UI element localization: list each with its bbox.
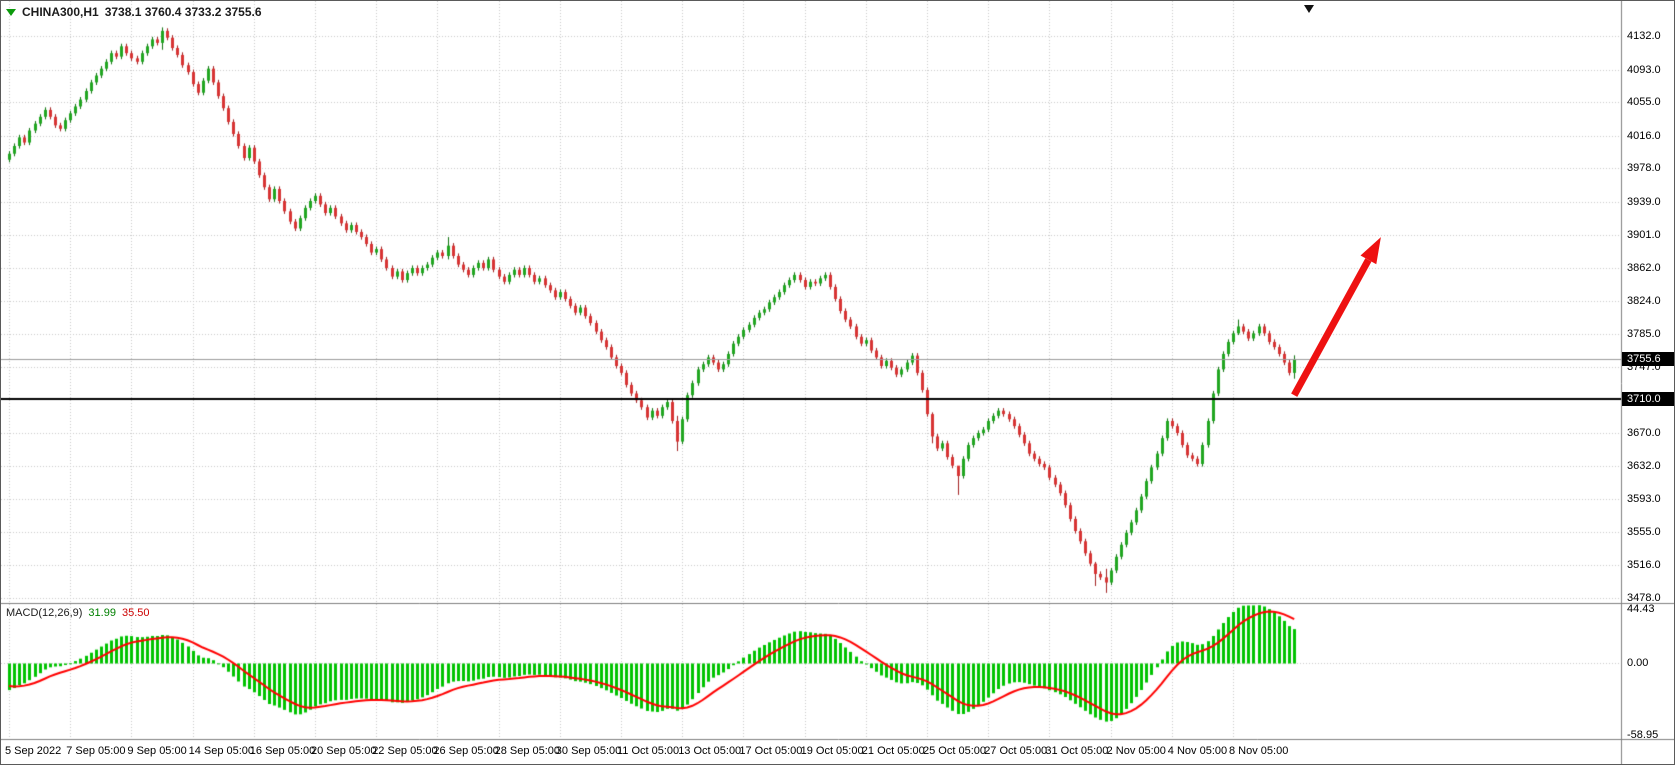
time-axis-label: 27 Oct 05:00 [984, 745, 1048, 757]
macd-axis-label: 0.00 [1627, 657, 1649, 670]
price-axis-label: 3862.0 [1627, 262, 1661, 275]
time-axis-label: 17 Oct 05:00 [739, 745, 803, 757]
macd-value: 31.99 [88, 607, 116, 619]
macd-axis-label: 44.43 [1627, 603, 1655, 615]
time-axis-label: 22 Sep 05:00 [372, 745, 438, 757]
price-axis-label: 3785.0 [1627, 328, 1661, 341]
time-axis-label: 28 Sep 05:00 [494, 745, 561, 757]
price-axis-label: 3593.0 [1627, 493, 1661, 506]
time-axis-label: 31 Oct 05:00 [1045, 745, 1109, 757]
time-axis-label: 30 Sep 05:00 [555, 745, 622, 757]
price-axis-label: 3824.0 [1627, 294, 1661, 307]
price-axis-label: 4132.0 [1627, 30, 1661, 42]
time-axis-label: 7 Sep 05:00 [66, 745, 126, 757]
time-axis-label: 16 Sep 05:00 [249, 745, 316, 757]
price-axis[interactable]: 3755.6 3710.0 4132.0 4093.0 4055.0 4016.0 39… [1622, 1, 1674, 764]
time-axis-label: 4 Nov 05:00 [1167, 745, 1228, 757]
time-axis-label: 19 Oct 05:00 [800, 745, 864, 757]
price-axis-label: 4093.0 [1627, 63, 1661, 76]
price-axis-label: 3978.0 [1627, 162, 1661, 175]
bid-price-badge: 3755.6 [1622, 352, 1674, 367]
time-axis-label: 2 Nov 05:00 [1106, 745, 1166, 757]
symbol-timeframe-label: CHINA300,H1 [22, 5, 99, 19]
time-axis-label: 26 Sep 05:00 [433, 745, 499, 757]
time-axis[interactable]: 5 Sep 2022 7 Sep 05:00 9 Sep 05:00 14 Sep 0… [1, 740, 1621, 764]
chart-header: CHINA300,H1 3738.1 3760.4 3733.2 3755.6 [6, 5, 262, 19]
price-axis-label: 3632.0 [1627, 459, 1661, 472]
chart-shift-icon[interactable] [1304, 5, 1314, 13]
time-axis-label: 8 Nov 05:00 [1229, 745, 1289, 757]
time-axis-label: 13 Oct 05:00 [678, 745, 742, 757]
time-axis-label: 25 Oct 05:00 [923, 745, 986, 757]
macd-axis-label: -58.95 [1627, 729, 1659, 741]
ohlc-readout: 3738.1 3760.4 3733.2 3755.6 [104, 5, 262, 19]
price-axis-label: 3478.0 [1627, 592, 1661, 604]
price-axis-label: 3555.0 [1627, 525, 1661, 538]
price-axis-label: 3939.0 [1627, 195, 1661, 208]
price-axis-label: 3901.0 [1627, 228, 1661, 241]
macd-name-label: MACD(12,26,9) [6, 607, 83, 619]
hline-price-badge[interactable]: 3710.0 [1622, 391, 1674, 406]
time-axis-label: 21 Oct 05:00 [861, 745, 925, 757]
price-axis-label: 3670.0 [1627, 427, 1661, 439]
symbol-marker-icon [6, 8, 16, 16]
price-axis-label: 4016.0 [1627, 129, 1661, 142]
time-axis-label: 9 Sep 05:00 [127, 745, 187, 757]
macd-indicator-header: MACD(12,26,9) 31.99 35.50 [6, 607, 149, 619]
price-axis-label: 4055.0 [1627, 96, 1661, 109]
time-axis-label: 11 Oct 05:00 [617, 745, 680, 757]
time-axis-label: 14 Sep 05:00 [188, 745, 255, 757]
macd-signal-value: 35.50 [121, 607, 150, 619]
price-axis-label: 3516.0 [1627, 559, 1661, 572]
time-axis-label: 5 Sep 2022 [5, 745, 62, 757]
time-axis-label: 20 Sep 05:00 [311, 745, 377, 757]
